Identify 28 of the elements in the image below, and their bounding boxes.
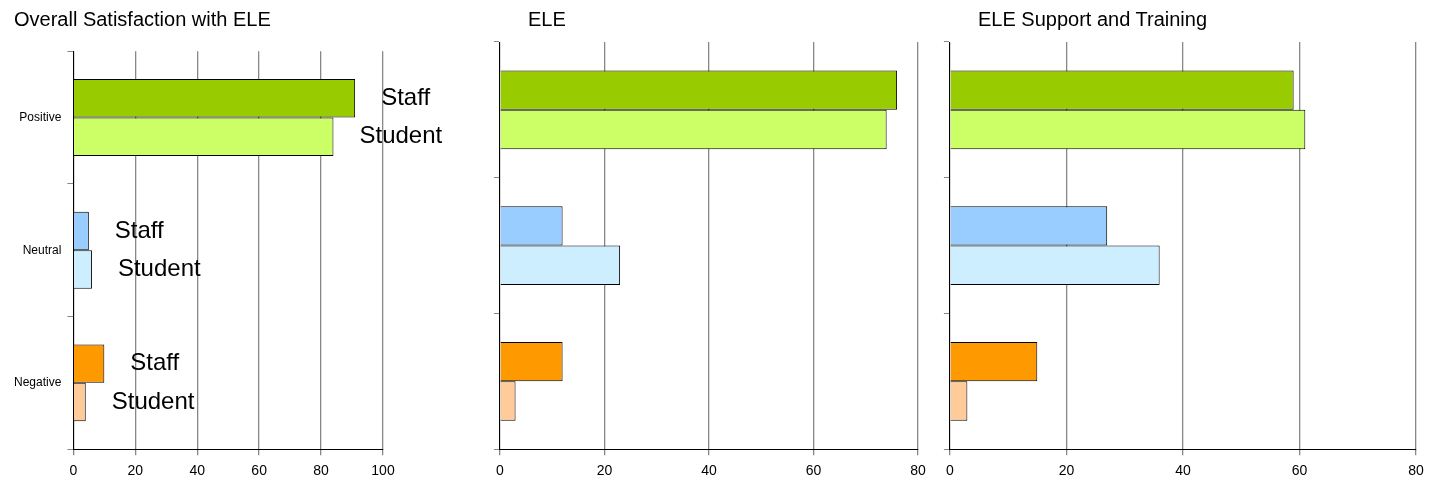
text: Student xyxy=(117,254,201,282)
x-tick-label: 60 xyxy=(1291,462,1308,479)
x-tick-label: 60 xyxy=(805,462,822,479)
x-tick-label: 0 xyxy=(69,462,78,479)
text: Student xyxy=(111,386,195,414)
x-tick-label: 60 xyxy=(251,462,268,479)
x-tick-label: 0 xyxy=(945,462,954,479)
y-tick-label: Negative xyxy=(13,375,62,390)
x-tick-label: 40 xyxy=(1175,462,1191,479)
series-label: Staff xyxy=(381,82,431,110)
text: Staff xyxy=(114,215,164,243)
x-tick-label: 40 xyxy=(189,462,206,479)
chart-title: ELE xyxy=(527,8,567,32)
x-tick-label: 0 xyxy=(495,462,504,479)
text: Staff xyxy=(130,348,180,376)
x-tick-label: 20 xyxy=(1058,462,1075,479)
y-tick-label: Neutral xyxy=(22,242,62,257)
chart-title: Overall Satisfaction with ELE xyxy=(13,8,272,32)
x-tick-label: 80 xyxy=(1408,462,1424,479)
series-label: Student xyxy=(359,121,443,149)
y-tick-label: Positive xyxy=(19,109,62,124)
chart-title: ELE Support and Training xyxy=(977,8,1209,32)
x-tick-label: 20 xyxy=(596,462,613,479)
x-tick-label: 20 xyxy=(127,462,144,479)
x-tick-label: 80 xyxy=(910,462,926,479)
x-tick-label: 100 xyxy=(371,462,395,479)
x-tick-label: 40 xyxy=(701,462,717,479)
x-tick-label: 80 xyxy=(313,462,330,479)
